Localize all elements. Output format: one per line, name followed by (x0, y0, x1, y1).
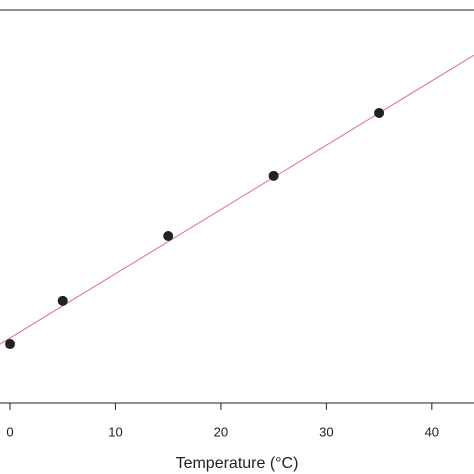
data-point (163, 230, 174, 241)
x-tick-label: 30 (319, 424, 333, 439)
x-tick-label: 0 (6, 424, 13, 439)
data-point (268, 170, 279, 181)
data-point (374, 107, 385, 118)
fit-line (0, 54, 474, 345)
x-tick-label: 40 (425, 424, 439, 439)
x-axis-label: Temperature (°C) (176, 455, 299, 472)
x-tick-label: 10 (108, 424, 122, 439)
data-point (5, 339, 16, 350)
x-tick-label: 20 (214, 424, 228, 439)
data-point (57, 295, 68, 306)
